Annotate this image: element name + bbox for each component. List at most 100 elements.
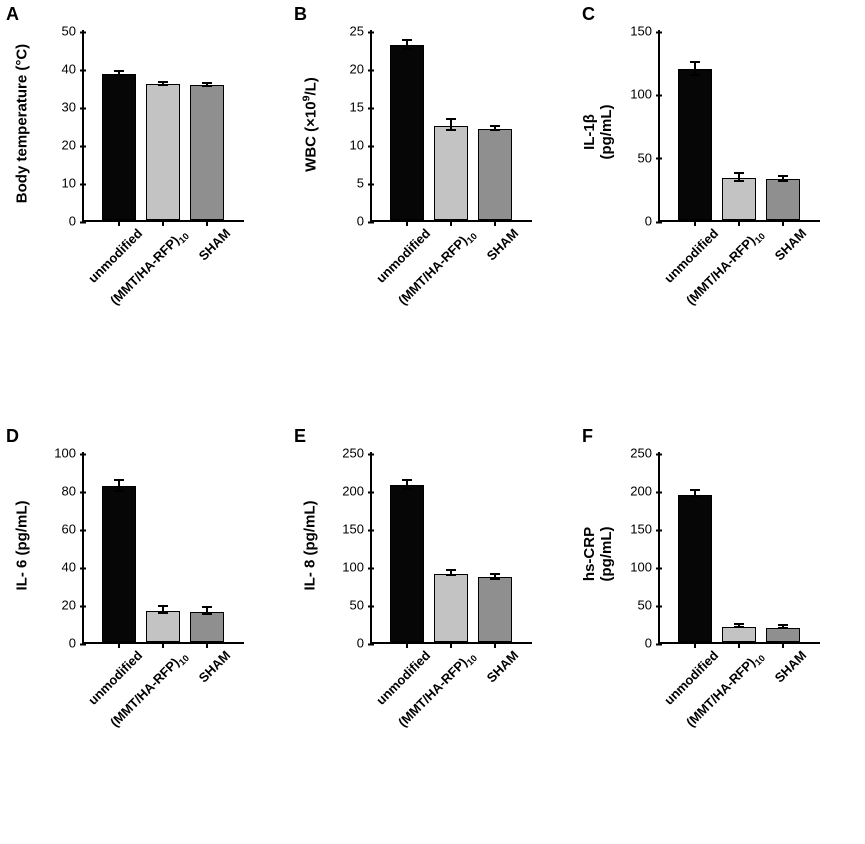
bar <box>766 628 800 642</box>
x-tick-mark <box>782 220 784 226</box>
y-axis-label: IL- 8 (pg/mL) <box>302 446 319 646</box>
y-tick: 40 <box>62 560 84 575</box>
error-bar <box>118 480 120 491</box>
error-bar <box>118 71 120 75</box>
y-axis-label: Body temperature (°C) <box>14 24 31 224</box>
bar <box>102 74 136 220</box>
x-tick-mark <box>782 642 784 648</box>
y-axis-label: WBC (×109/L) <box>301 25 320 225</box>
bar <box>390 45 424 220</box>
bar <box>478 577 512 642</box>
bar <box>102 486 136 642</box>
y-tick: 0 <box>69 636 84 651</box>
bar <box>722 178 756 220</box>
y-axis-label: IL-1β(pg/mL) <box>581 32 615 232</box>
bar <box>722 627 756 642</box>
panel-letter: A <box>6 4 19 25</box>
panel-letter: C <box>582 4 595 25</box>
bar <box>678 69 712 220</box>
error-bar <box>406 480 408 489</box>
y-tick: 50 <box>638 598 660 613</box>
x-tick-mark <box>162 220 164 226</box>
bar <box>146 84 180 220</box>
bar <box>190 612 224 642</box>
x-tick-mark <box>450 642 452 648</box>
y-tick: 250 <box>630 446 660 461</box>
x-tick-mark <box>738 220 740 226</box>
y-tick: 15 <box>350 100 372 115</box>
x-tick-mark <box>738 642 740 648</box>
bar <box>146 611 180 642</box>
error-bar <box>694 490 696 498</box>
error-bar <box>206 83 208 86</box>
error-bar <box>782 625 784 628</box>
y-tick: 100 <box>630 87 660 102</box>
y-tick: 50 <box>350 598 372 613</box>
error-bar <box>162 82 164 85</box>
y-tick: 100 <box>630 560 660 575</box>
plot-area: 020406080100unmodified(MMT/HA-RFP)10SHAM <box>82 452 244 644</box>
y-tick: 30 <box>62 100 84 115</box>
x-tick-mark <box>494 220 496 226</box>
plot-area: 0510152025unmodified(MMT/HA-RFP)10SHAM <box>370 30 532 222</box>
y-tick: 10 <box>350 138 372 153</box>
plot-area: 050100150200250unmodified(MMT/HA-RFP)10S… <box>658 452 820 644</box>
y-tick: 200 <box>342 484 372 499</box>
y-tick: 80 <box>62 484 84 499</box>
y-tick: 0 <box>357 214 372 229</box>
panel-letter: B <box>294 4 307 25</box>
panel-letter: E <box>294 426 306 447</box>
panel-d: D020406080100unmodified(MMT/HA-RFP)10SHA… <box>0 422 288 844</box>
plot-area: 01020304050unmodified(MMT/HA-RFP)10SHAM <box>82 30 244 222</box>
y-tick: 200 <box>630 484 660 499</box>
y-tick: 250 <box>342 446 372 461</box>
x-tick-mark <box>118 642 120 648</box>
y-tick: 50 <box>638 150 660 165</box>
error-bar <box>494 574 496 579</box>
y-tick: 20 <box>62 598 84 613</box>
bar <box>390 485 424 642</box>
x-tick-mark <box>450 220 452 226</box>
error-bar <box>694 62 696 75</box>
panel-e: E 050100150200250unmodified(MMT/HA-RFP)10… <box>288 422 576 844</box>
x-tick-mark <box>694 220 696 226</box>
y-tick: 10 <box>62 176 84 191</box>
y-tick: 150 <box>630 24 660 39</box>
y-tick: 0 <box>645 214 660 229</box>
y-tick: 150 <box>342 522 372 537</box>
y-tick: 20 <box>62 138 84 153</box>
x-tick-mark <box>406 220 408 226</box>
panel-letter: F <box>582 426 593 447</box>
x-tick-mark <box>206 220 208 226</box>
x-tick-mark <box>118 220 120 226</box>
y-tick: 20 <box>350 62 372 77</box>
bar <box>766 179 800 220</box>
error-bar <box>738 173 740 181</box>
error-bar <box>206 607 208 615</box>
bar <box>434 574 468 642</box>
plot-area: 050100150unmodified(MMT/HA-RFP)10SHAM <box>658 30 820 222</box>
panel-a: A 01020304050unmodified(MMT/HA-RFP)10SHAM… <box>0 0 288 422</box>
plot-area: 050100150200250unmodified(MMT/HA-RFP)10S… <box>370 452 532 644</box>
y-tick: 0 <box>357 636 372 651</box>
bar <box>190 85 224 220</box>
bar <box>434 126 468 220</box>
error-bar <box>450 119 452 130</box>
y-tick: 25 <box>350 24 372 39</box>
y-tick: 60 <box>62 522 84 537</box>
bar <box>478 129 512 220</box>
x-tick-mark <box>694 642 696 648</box>
figure-container: A 01020304050unmodified(MMT/HA-RFP)10SHAM… <box>0 0 865 844</box>
x-tick-mark <box>206 642 208 648</box>
x-tick-mark <box>162 642 164 648</box>
error-bar <box>162 606 164 614</box>
y-tick: 0 <box>69 214 84 229</box>
error-bar <box>782 176 784 181</box>
panel-f: F 050100150200250unmodified(MMT/HA-RFP)10… <box>576 422 864 844</box>
y-tick: 100 <box>342 560 372 575</box>
error-bar <box>450 570 452 575</box>
y-tick: 50 <box>62 24 84 39</box>
error-bar <box>738 624 740 627</box>
x-tick-mark <box>406 642 408 648</box>
bar <box>678 495 712 642</box>
